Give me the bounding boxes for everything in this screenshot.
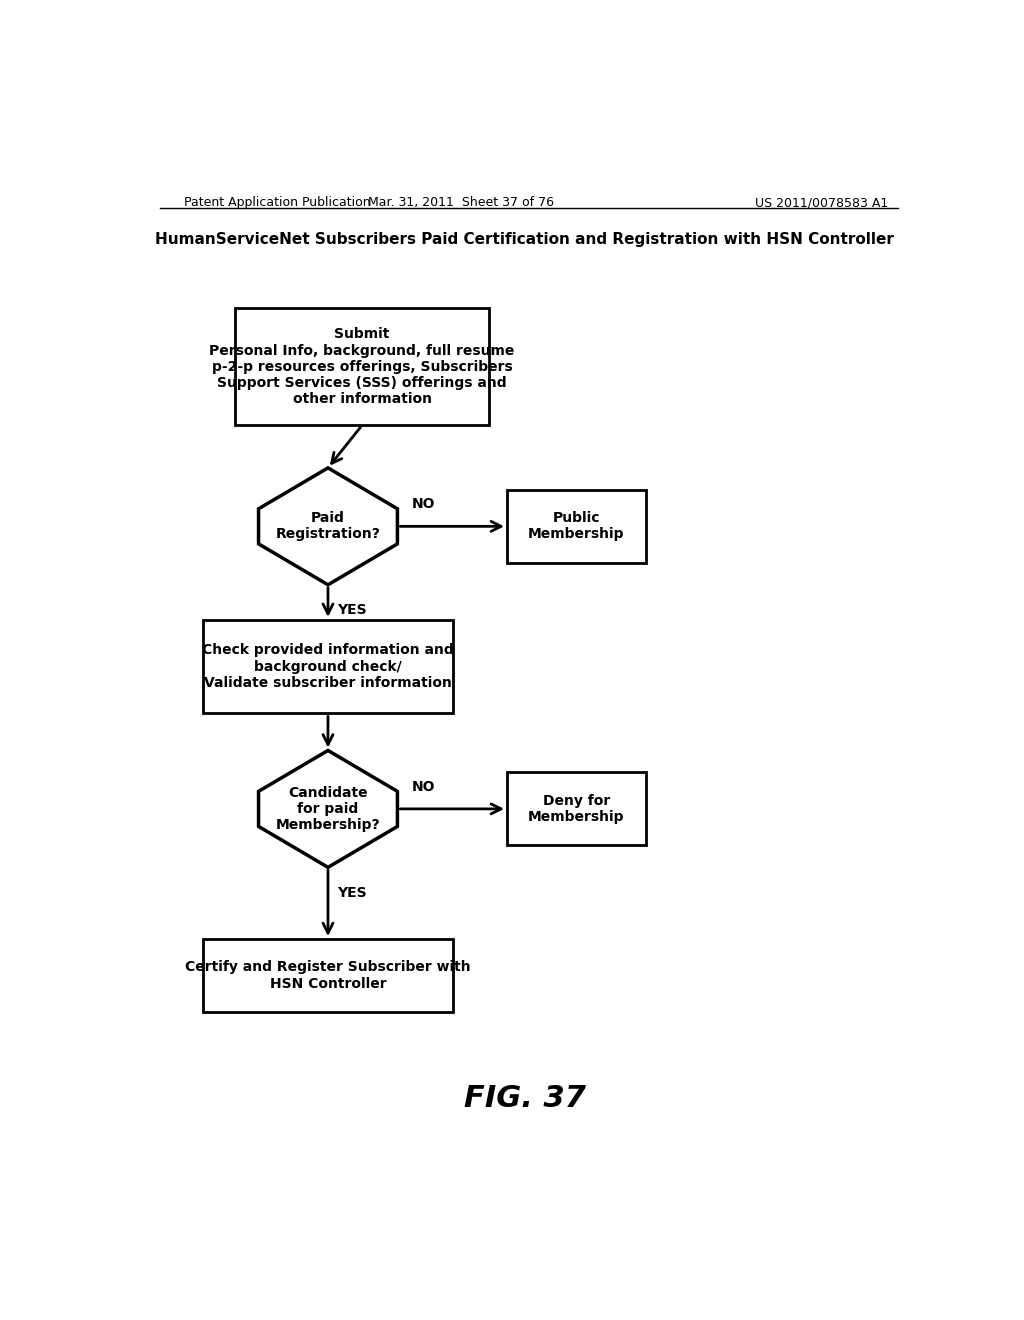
Text: Certify and Register Subscriber with
HSN Controller: Certify and Register Subscriber with HSN… — [185, 961, 471, 991]
Text: Deny for
Membership: Deny for Membership — [528, 793, 625, 824]
Text: Check provided information and
background check/
Validate subscriber information: Check provided information and backgroun… — [202, 643, 454, 690]
Text: Submit
Personal Info, background, full resume
p-2-p resources offerings, Subscri: Submit Personal Info, background, full r… — [210, 327, 515, 407]
Text: Mar. 31, 2011  Sheet 37 of 76: Mar. 31, 2011 Sheet 37 of 76 — [369, 195, 554, 209]
Text: YES: YES — [338, 603, 368, 616]
Text: YES: YES — [338, 886, 368, 900]
Text: NO: NO — [412, 780, 435, 793]
FancyBboxPatch shape — [203, 939, 453, 1012]
Text: HumanServiceNet Subscribers Paid Certification and Registration with HSN Control: HumanServiceNet Subscribers Paid Certifi… — [156, 231, 894, 247]
Text: Paid
Registration?: Paid Registration? — [275, 511, 381, 541]
FancyBboxPatch shape — [203, 620, 453, 713]
FancyBboxPatch shape — [236, 309, 489, 425]
Text: FIG. 37: FIG. 37 — [464, 1084, 586, 1113]
Text: NO: NO — [412, 498, 435, 511]
Text: Patent Application Publication: Patent Application Publication — [183, 195, 371, 209]
FancyBboxPatch shape — [507, 772, 646, 846]
Polygon shape — [258, 467, 397, 585]
Text: US 2011/0078583 A1: US 2011/0078583 A1 — [755, 195, 888, 209]
FancyBboxPatch shape — [507, 490, 646, 562]
Polygon shape — [258, 751, 397, 867]
Text: Candidate
for paid
Membership?: Candidate for paid Membership? — [275, 785, 380, 832]
Text: Public
Membership: Public Membership — [528, 511, 625, 541]
